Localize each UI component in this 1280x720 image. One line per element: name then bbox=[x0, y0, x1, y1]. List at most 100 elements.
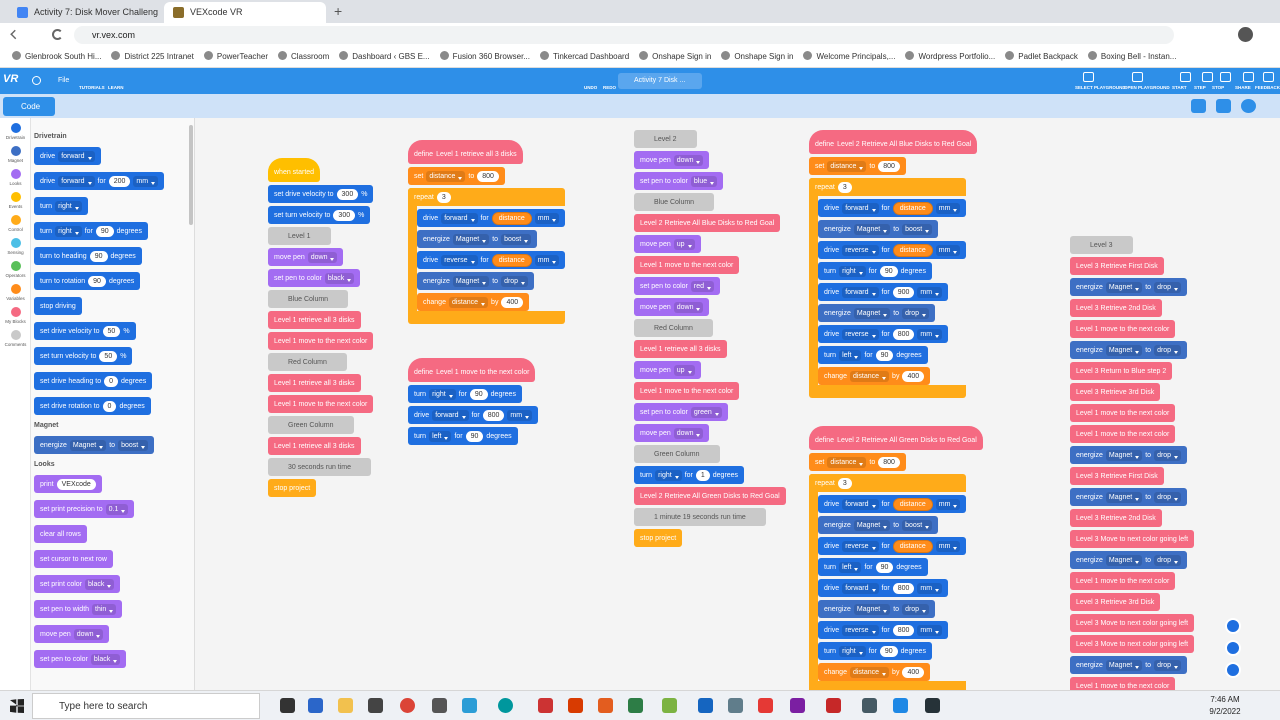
block-dropdown[interactable]: red bbox=[690, 280, 714, 292]
bookmark[interactable]: PowerTeacher bbox=[204, 51, 268, 67]
block[interactable]: set distance to 800 bbox=[809, 157, 906, 175]
block-dropdown[interactable]: down bbox=[673, 427, 704, 439]
block-input[interactable]: 90 bbox=[95, 225, 114, 237]
block[interactable]: Level 3 Move to next color going left bbox=[1070, 530, 1195, 548]
block[interactable]: move pen down bbox=[634, 298, 710, 316]
app-icon[interactable] bbox=[432, 698, 447, 713]
tab[interactable]: VEXcode VR bbox=[164, 2, 326, 23]
block-dropdown[interactable]: mm bbox=[917, 328, 943, 340]
block-dropdown[interactable]: Magnet bbox=[853, 223, 891, 235]
block[interactable]: drive forward for distance mm bbox=[818, 199, 967, 217]
category[interactable]: My Blocks bbox=[0, 307, 31, 324]
block[interactable]: move pen up bbox=[634, 361, 701, 379]
block-input[interactable]: 90 bbox=[875, 561, 894, 573]
undo[interactable]: UNDO bbox=[584, 85, 598, 90]
block[interactable]: set cursor to next row bbox=[34, 550, 113, 568]
block-dropdown[interactable]: up bbox=[673, 364, 695, 376]
block[interactable]: Level 1 retrieve all 3 disks bbox=[634, 340, 727, 358]
code-tab[interactable]: Code bbox=[3, 97, 55, 116]
block[interactable]: energize Magnet to drop bbox=[417, 272, 535, 290]
app-icon[interactable] bbox=[498, 698, 513, 713]
block-dropdown[interactable]: Magnet bbox=[69, 439, 107, 451]
bookmark[interactable]: Welcome Principals,... bbox=[803, 51, 895, 67]
block[interactable]: stop project bbox=[634, 529, 683, 547]
block-dropdown[interactable]: drop bbox=[1154, 659, 1182, 671]
project-name[interactable]: Activity 7 Disk ... bbox=[618, 73, 702, 89]
block[interactable]: set drive rotation to 0 degrees bbox=[34, 397, 151, 415]
block[interactable]: Level 1 move to the next color bbox=[1070, 677, 1176, 690]
block-dropdown[interactable]: right bbox=[839, 265, 866, 277]
toolbar-label[interactable]: STEP bbox=[1194, 85, 1206, 90]
new-tab[interactable]: + bbox=[334, 3, 343, 19]
block[interactable]: change distance by 400 bbox=[818, 367, 931, 385]
toolbar-label[interactable]: OPEN PLAYGROUND bbox=[1124, 85, 1170, 90]
block-dropdown[interactable]: down bbox=[307, 251, 338, 263]
block[interactable]: Red Column bbox=[634, 319, 713, 337]
block[interactable]: energize Magnet to drop bbox=[818, 600, 936, 618]
block[interactable]: set drive velocity to 50% bbox=[34, 322, 136, 340]
block[interactable]: drive reverse for distance mm bbox=[417, 251, 566, 269]
zoom-button[interactable] bbox=[1225, 662, 1241, 678]
block[interactable]: Blue Column bbox=[268, 290, 349, 308]
block-dropdown[interactable]: reverse bbox=[842, 244, 879, 256]
block-dropdown[interactable]: distance bbox=[849, 370, 890, 382]
block[interactable]: when started bbox=[268, 158, 321, 182]
block-dropdown[interactable]: boost bbox=[902, 223, 933, 235]
block-dropdown[interactable]: mm bbox=[507, 409, 533, 421]
block-dropdown[interactable]: black bbox=[90, 653, 121, 665]
block[interactable]: Level 1 move to the next color bbox=[268, 395, 374, 413]
category[interactable]: Magnet bbox=[0, 146, 31, 163]
category[interactable]: Drivetrain bbox=[0, 123, 31, 140]
toolbar-icon[interactable] bbox=[1202, 72, 1213, 82]
block[interactable]: stop driving bbox=[34, 297, 82, 315]
block-dropdown[interactable]: Magnet bbox=[853, 519, 891, 531]
block[interactable]: turn right bbox=[34, 197, 88, 215]
block-dropdown[interactable]: Magnet bbox=[452, 233, 490, 245]
learn[interactable]: LEARN bbox=[108, 85, 124, 90]
block[interactable]: set distance to 800 bbox=[408, 167, 505, 185]
block-dropdown[interactable]: mm bbox=[935, 244, 961, 256]
block[interactable]: turn left for 90 degrees bbox=[818, 346, 928, 364]
block-dropdown[interactable]: Magnet bbox=[1105, 659, 1143, 671]
tab[interactable]: Activity 7: Disk Mover Challeng bbox=[8, 2, 163, 23]
block[interactable]: Level 3 Retrieve 2nd Disk bbox=[1070, 509, 1162, 527]
block[interactable]: Level 3 Retrieve First Disk bbox=[1070, 467, 1164, 485]
block-dropdown[interactable]: left bbox=[839, 561, 862, 573]
redo[interactable]: REDO bbox=[603, 85, 617, 90]
toolbar-icon[interactable] bbox=[1132, 72, 1143, 82]
bookmark[interactable]: Classroom bbox=[278, 51, 329, 67]
toolbar-icon[interactable] bbox=[1180, 72, 1191, 82]
block[interactable]: set turn velocity to 300% bbox=[268, 206, 371, 224]
block-input[interactable]: 0 bbox=[102, 400, 117, 412]
block-input[interactable]: 400 bbox=[902, 666, 925, 678]
block[interactable]: turn right for 1 degrees bbox=[634, 466, 745, 484]
block[interactable]: set turn velocity to 50% bbox=[34, 347, 133, 365]
block-dropdown[interactable]: up bbox=[673, 238, 695, 250]
app-icon[interactable] bbox=[462, 698, 477, 713]
task-view[interactable] bbox=[280, 698, 295, 713]
block-input[interactable]: 800 bbox=[892, 624, 915, 636]
block[interactable]: Level 1 move to the next color bbox=[1070, 572, 1176, 590]
block-dropdown[interactable]: forward bbox=[842, 286, 879, 298]
block[interactable]: set pen to color red bbox=[634, 277, 720, 295]
toolbar-icon[interactable] bbox=[1220, 72, 1231, 82]
block-dropdown[interactable]: blue bbox=[690, 175, 718, 187]
block-dropdown[interactable]: down bbox=[673, 154, 704, 166]
block-dropdown[interactable]: forward bbox=[441, 212, 478, 224]
block-dropdown[interactable]: mm bbox=[935, 498, 961, 510]
bookmark[interactable]: Fusion 360 Browser... bbox=[440, 51, 530, 67]
block-input[interactable]: 90 bbox=[89, 250, 108, 262]
block-dropdown[interactable]: Magnet bbox=[853, 307, 891, 319]
block-input[interactable]: 3 bbox=[837, 477, 852, 489]
block-dropdown[interactable]: reverse bbox=[441, 254, 478, 266]
file-menu[interactable]: File bbox=[58, 77, 70, 84]
help[interactable] bbox=[1241, 99, 1256, 113]
block-dropdown[interactable]: right bbox=[655, 469, 682, 481]
block-dropdown[interactable]: distance bbox=[448, 296, 489, 308]
block-dropdown[interactable]: drop bbox=[1154, 491, 1182, 503]
zoom-button[interactable] bbox=[1225, 640, 1241, 656]
block[interactable]: turn to heading 90 degrees bbox=[34, 247, 142, 265]
app-icon[interactable] bbox=[368, 698, 383, 713]
category[interactable]: Sensing bbox=[0, 238, 31, 255]
block-dropdown[interactable]: drop bbox=[902, 307, 930, 319]
